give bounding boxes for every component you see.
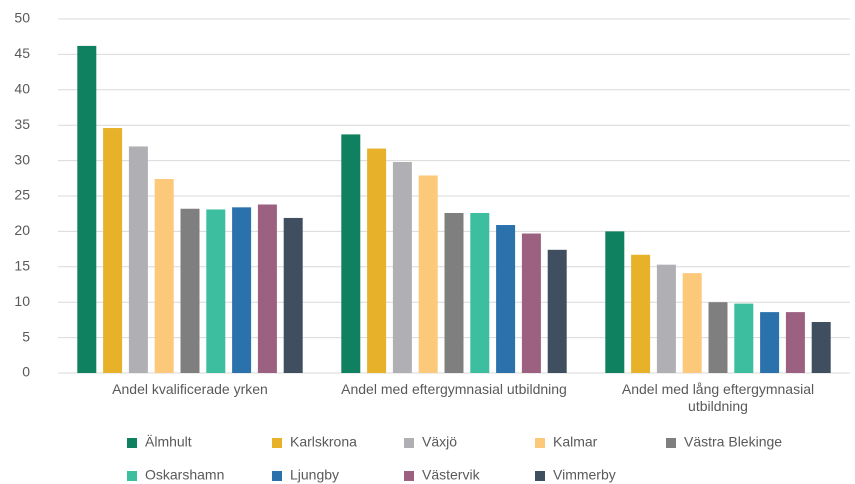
bar [631, 254, 651, 373]
x-tick-label: Andel med lång eftergymnasial utbildning [621, 381, 815, 414]
bar [760, 312, 780, 373]
bar [232, 207, 252, 373]
bar [128, 146, 148, 373]
bar [103, 128, 123, 373]
bar [77, 45, 97, 374]
bar [392, 162, 412, 373]
legend-label: Västervik [422, 467, 481, 483]
y-tick-label: 0 [22, 364, 30, 380]
y-tick-label: 10 [14, 293, 30, 309]
y-tick-label: 30 [14, 151, 30, 167]
bar [785, 312, 805, 373]
bar [605, 231, 625, 373]
legend-label: Kalmar [553, 434, 598, 450]
y-tick-label: 5 [22, 328, 30, 344]
x-tick-label: Andel med eftergymnasial utbildning [341, 381, 567, 397]
legend-label: Älmhult [145, 434, 192, 450]
bar [521, 233, 541, 373]
legend-swatch [404, 438, 414, 448]
bar [206, 209, 226, 373]
y-tick-label: 20 [14, 222, 30, 238]
legend-swatch [535, 438, 545, 448]
bar [367, 148, 387, 373]
legend-swatch [127, 471, 137, 481]
legend-swatch [127, 438, 137, 448]
bar [734, 303, 754, 373]
legend-label: Ljungby [290, 467, 339, 483]
bar [470, 212, 490, 373]
legend-swatch [404, 471, 414, 481]
bar [180, 208, 200, 373]
y-tick-label: 15 [14, 258, 30, 274]
bar [154, 179, 174, 373]
y-tick-label: 35 [14, 116, 30, 132]
bar [656, 264, 676, 373]
y-tick-label: 40 [14, 81, 30, 97]
bar [341, 134, 361, 373]
x-tick-label: Andel kvalificerade yrken [112, 381, 268, 397]
bar [682, 273, 702, 373]
y-tick-label: 25 [14, 187, 30, 203]
bar [496, 225, 516, 373]
bar [418, 175, 438, 373]
legend-swatch [666, 438, 676, 448]
bar [257, 204, 277, 373]
legend-label: Västra Blekinge [684, 434, 782, 450]
bar [811, 322, 831, 373]
legend-label: Vimmerby [553, 467, 616, 483]
y-tick-label: 50 [14, 10, 30, 26]
legend-swatch [272, 438, 282, 448]
bar [547, 249, 567, 373]
bar [444, 212, 464, 373]
legend-label: Oskarshamn [145, 467, 224, 483]
y-tick-label: 45 [14, 45, 30, 61]
legend-swatch [535, 471, 545, 481]
bar [283, 217, 303, 373]
legend-label: Växjö [422, 434, 457, 450]
legend-swatch [272, 471, 282, 481]
bar [708, 302, 728, 373]
legend-label: Karlskrona [290, 434, 357, 450]
